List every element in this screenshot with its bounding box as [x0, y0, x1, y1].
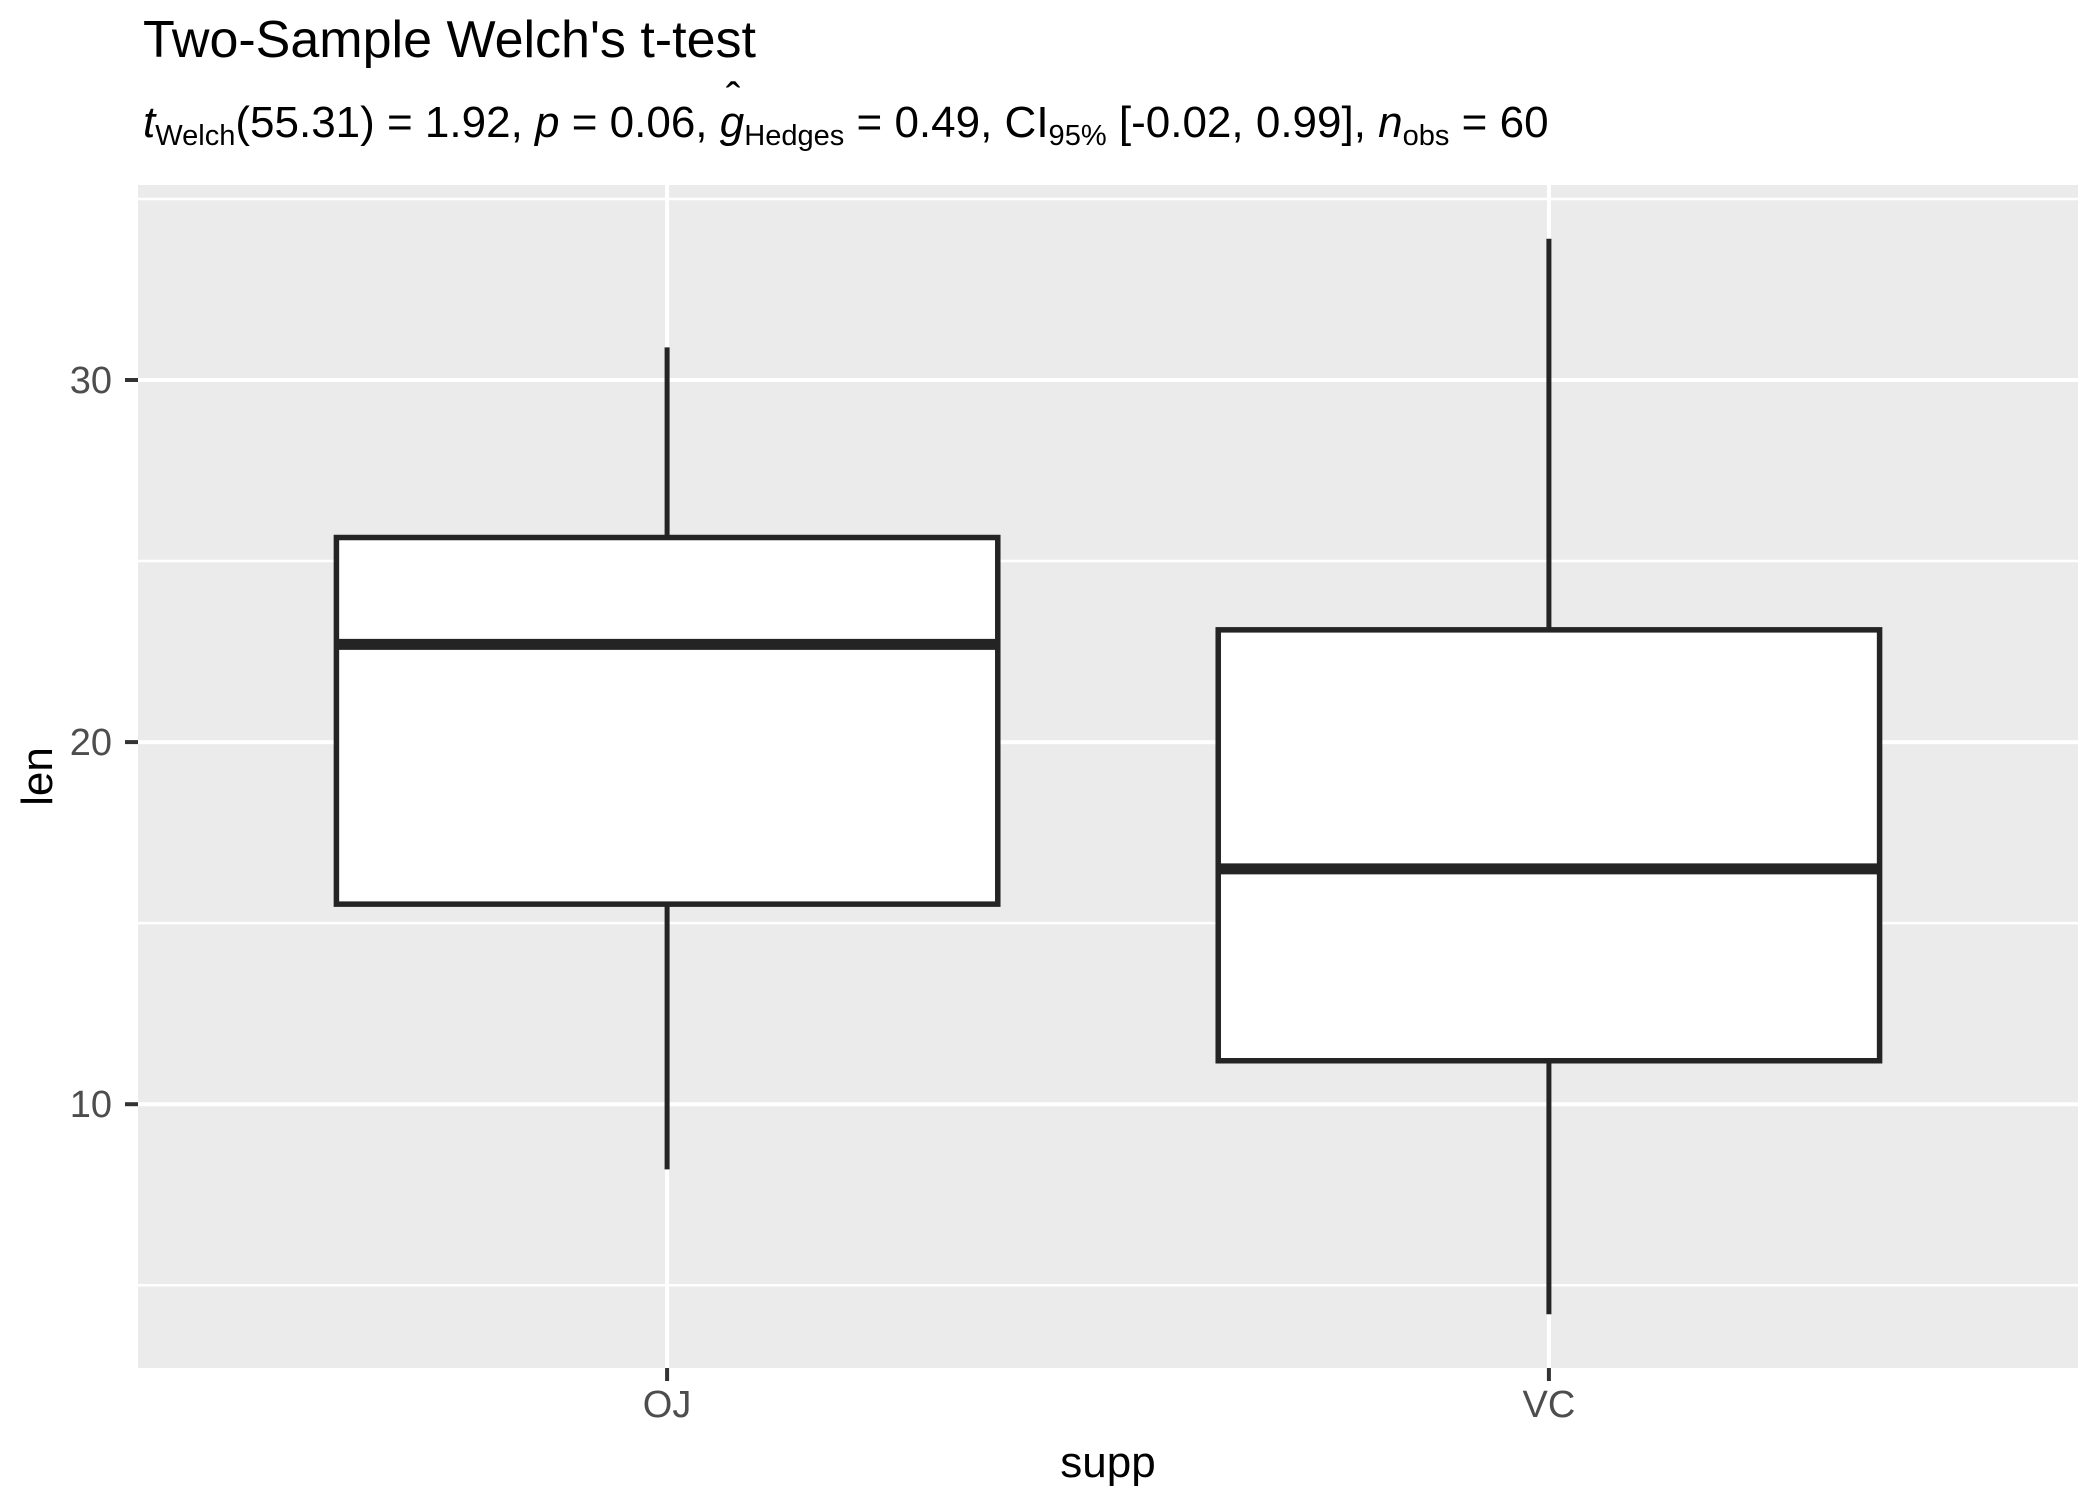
x-tick-label-VC: VC — [1523, 1384, 1576, 1426]
subtitle-segment: 95% — [1048, 120, 1107, 153]
subtitle-segment: g — [719, 98, 745, 147]
subtitle-segment: p — [535, 98, 560, 147]
y-tick-label-20: 20 — [70, 722, 112, 764]
subtitle-segment: = 60 — [1449, 98, 1549, 147]
x-tick-label-OJ: OJ — [643, 1384, 692, 1426]
subtitle-segment: Welch — [155, 120, 236, 153]
subtitle-segment: [-0.02, 0.99], — [1106, 98, 1379, 147]
x-axis-title: supp — [1060, 1438, 1155, 1487]
subtitle-segment: obs — [1402, 120, 1450, 153]
chart-title: Two-Sample Welch's t-test — [143, 11, 756, 69]
subtitle-segment: = 0.06, — [559, 98, 720, 147]
subtitle-segment: Hedges — [744, 120, 845, 153]
subtitle-segment: t — [143, 98, 156, 147]
box-VC — [1215, 627, 1883, 1064]
y-tick-label-10: 10 — [70, 1084, 112, 1126]
hat-mark: ˆ — [725, 74, 741, 124]
box-OJ — [333, 534, 1001, 907]
subtitle-segment: n — [1378, 98, 1403, 147]
subtitle-segment: (55.31) = 1.92, — [235, 98, 536, 147]
y-tick-label-30: 30 — [70, 360, 112, 402]
subtitle-segment: = 0.49, CI — [844, 98, 1049, 147]
y-axis-title: len — [13, 747, 62, 806]
chart-subtitle: tWelch(55.31) = 1.92, p = 0.06, ˆ gHedges… — [143, 77, 1549, 153]
